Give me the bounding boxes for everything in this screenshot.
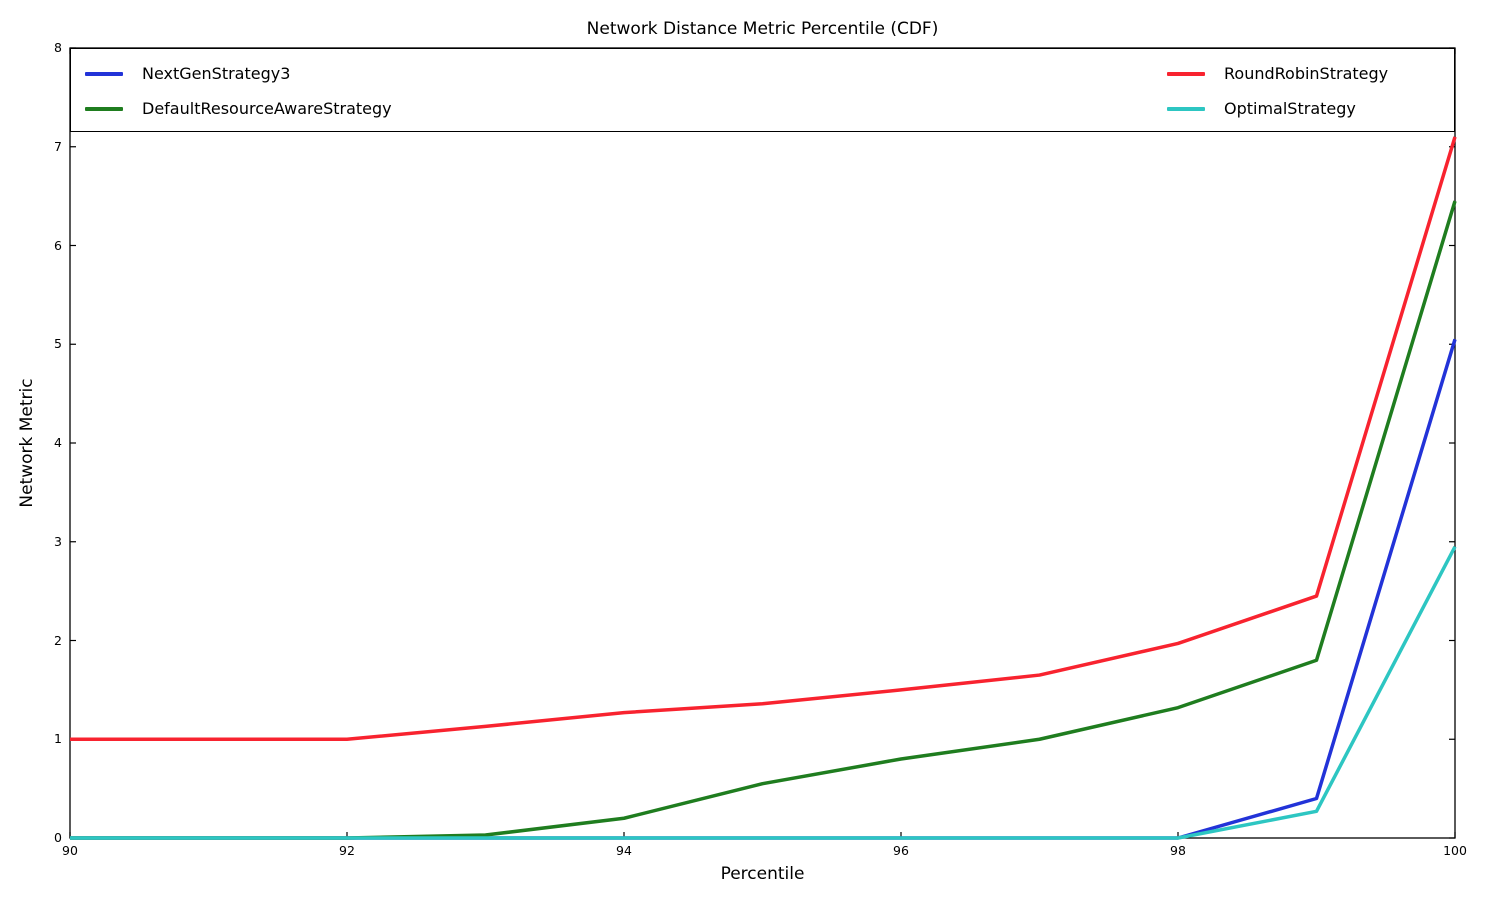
legend-label: DefaultResourceAwareStrategy: [142, 99, 392, 118]
legend-label: RoundRobinStrategy: [1224, 64, 1389, 83]
legend: NextGenStrategy3 DefaultResourceAwareStr…: [70, 48, 1455, 132]
x-tick-label: 92: [339, 843, 355, 858]
y-tick-label: 7: [54, 138, 62, 154]
legend-item: NextGenStrategy3: [85, 56, 392, 91]
x-tick-label: 94: [616, 843, 632, 858]
series-line-3: [70, 545, 1457, 840]
x-tick-label: 100: [1443, 843, 1467, 858]
chart-title: Network Distance Metric Percentile (CDF): [586, 19, 939, 39]
series-line-0: [70, 338, 1457, 840]
x-axis-label: Percentile: [720, 864, 805, 884]
legend-label: NextGenStrategy3: [142, 64, 291, 83]
y-tick-label: 4: [54, 435, 62, 450]
legend-column-left: NextGenStrategy3 DefaultResourceAwareStr…: [85, 56, 392, 126]
legend-line-swatch: [85, 106, 123, 111]
x-tick-label: 96: [893, 843, 909, 858]
legend-column-right: RoundRobinStrategy OptimalStrategy: [1167, 56, 1388, 126]
series-line-1: [70, 200, 1457, 840]
y-tick-label: 3: [54, 533, 62, 549]
y-tick-label: 8: [54, 40, 62, 55]
y-tick-label: 6: [54, 237, 62, 253]
x-tick-label: 98: [1170, 843, 1186, 858]
y-tick-label: 1: [54, 731, 62, 747]
legend-label: OptimalStrategy: [1224, 99, 1356, 118]
legend-item: OptimalStrategy: [1167, 91, 1388, 126]
legend-line-swatch: [1167, 71, 1205, 76]
x-tick-label: 90: [62, 843, 78, 858]
y-tick-label: 0: [54, 830, 62, 845]
legend-line-swatch: [1167, 106, 1205, 111]
series-line-2: [70, 136, 1457, 741]
axes-spines: [69, 47, 1456, 839]
legend-item: DefaultResourceAwareStrategy: [85, 91, 392, 126]
legend-item: RoundRobinStrategy: [1167, 56, 1388, 91]
legend-line-swatch: [85, 71, 123, 76]
y-tick-label: 2: [54, 632, 62, 648]
y-tick-label: 5: [54, 336, 62, 352]
